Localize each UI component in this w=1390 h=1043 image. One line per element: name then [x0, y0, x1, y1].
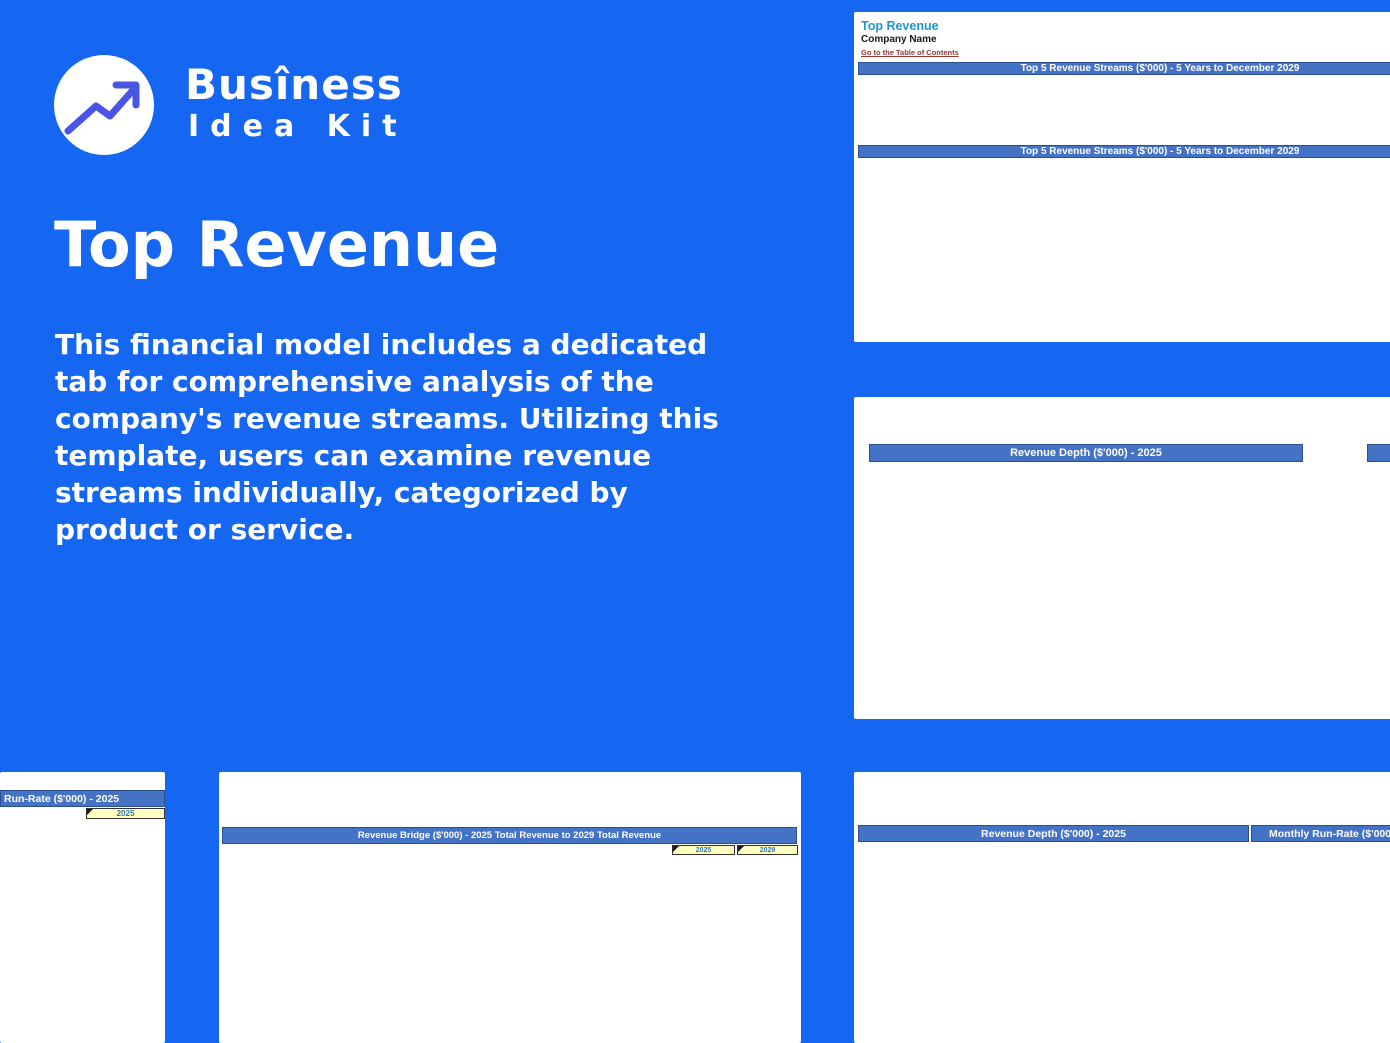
company-name: Company Name [861, 34, 937, 45]
monthly-runrate-title-bar: Monthly Run-Rate ($'000 [1251, 825, 1390, 842]
panel-revenue-streams: Top Revenue Company Name Go to the Table… [854, 12, 1390, 342]
brand-logo [54, 55, 154, 155]
runrate-pie-chart [0, 772, 165, 1043]
runrate-title-bar: Run-Rate ($'000) - 2025 [0, 790, 165, 807]
panel-runrate-pie: Run-Rate ($'000) - 2025 2025 [0, 772, 165, 1043]
panel-depth-and-runrate: Revenue Depth ($'000) - 2025 Monthly Run… [854, 772, 1390, 1043]
dropdown-arrow-icon [673, 846, 679, 852]
year-selector[interactable]: 2025 [86, 808, 165, 819]
revenue-table [854, 75, 1390, 147]
monthly-runrate-pie-chart [854, 772, 1390, 1043]
depth-title-bar: Revenue Depth ($'000) - 2025 [869, 444, 1303, 462]
stacked-bar-chart [854, 158, 1390, 342]
bridge-title-bar: Revenue Bridge ($'000) - 2025 Total Reve… [222, 827, 797, 844]
page-title: Top Revenue [54, 208, 500, 281]
page-description: This financial model includes a dedicate… [55, 328, 719, 546]
panel-revenue-depth: Revenue Depth ($'000) - 2025 [854, 397, 1390, 719]
panel-revenue-bridge: Revenue Bridge ($'000) - 2025 Total Reve… [219, 772, 801, 1043]
brand-name-line1: Busîness [185, 60, 403, 109]
dropdown-arrow-icon [87, 809, 93, 815]
sheet-title: Top Revenue [861, 19, 939, 33]
depth-title-bar-2: Revenue Depth ($'000) - 2025 [858, 825, 1249, 842]
next-section-title-bar [1367, 444, 1390, 462]
waterfall-chart [219, 772, 801, 1043]
bridge-year-from-selector[interactable]: 2025 [672, 845, 735, 855]
dropdown-arrow-icon [738, 846, 744, 852]
stacked-chart-title-bar: Top 5 Revenue Streams ($'000) - 5 Years … [858, 145, 1390, 158]
trend-arrow-icon [54, 55, 154, 155]
table-title-bar: Top 5 Revenue Streams ($'000) - 5 Years … [858, 62, 1390, 75]
toc-link[interactable]: Go to the Table of Contents [861, 48, 959, 57]
bridge-year-to-selector[interactable]: 2029 [737, 845, 798, 855]
depth-bar-chart [854, 397, 1390, 719]
brand-name-line2: Idea Kit [188, 109, 408, 144]
